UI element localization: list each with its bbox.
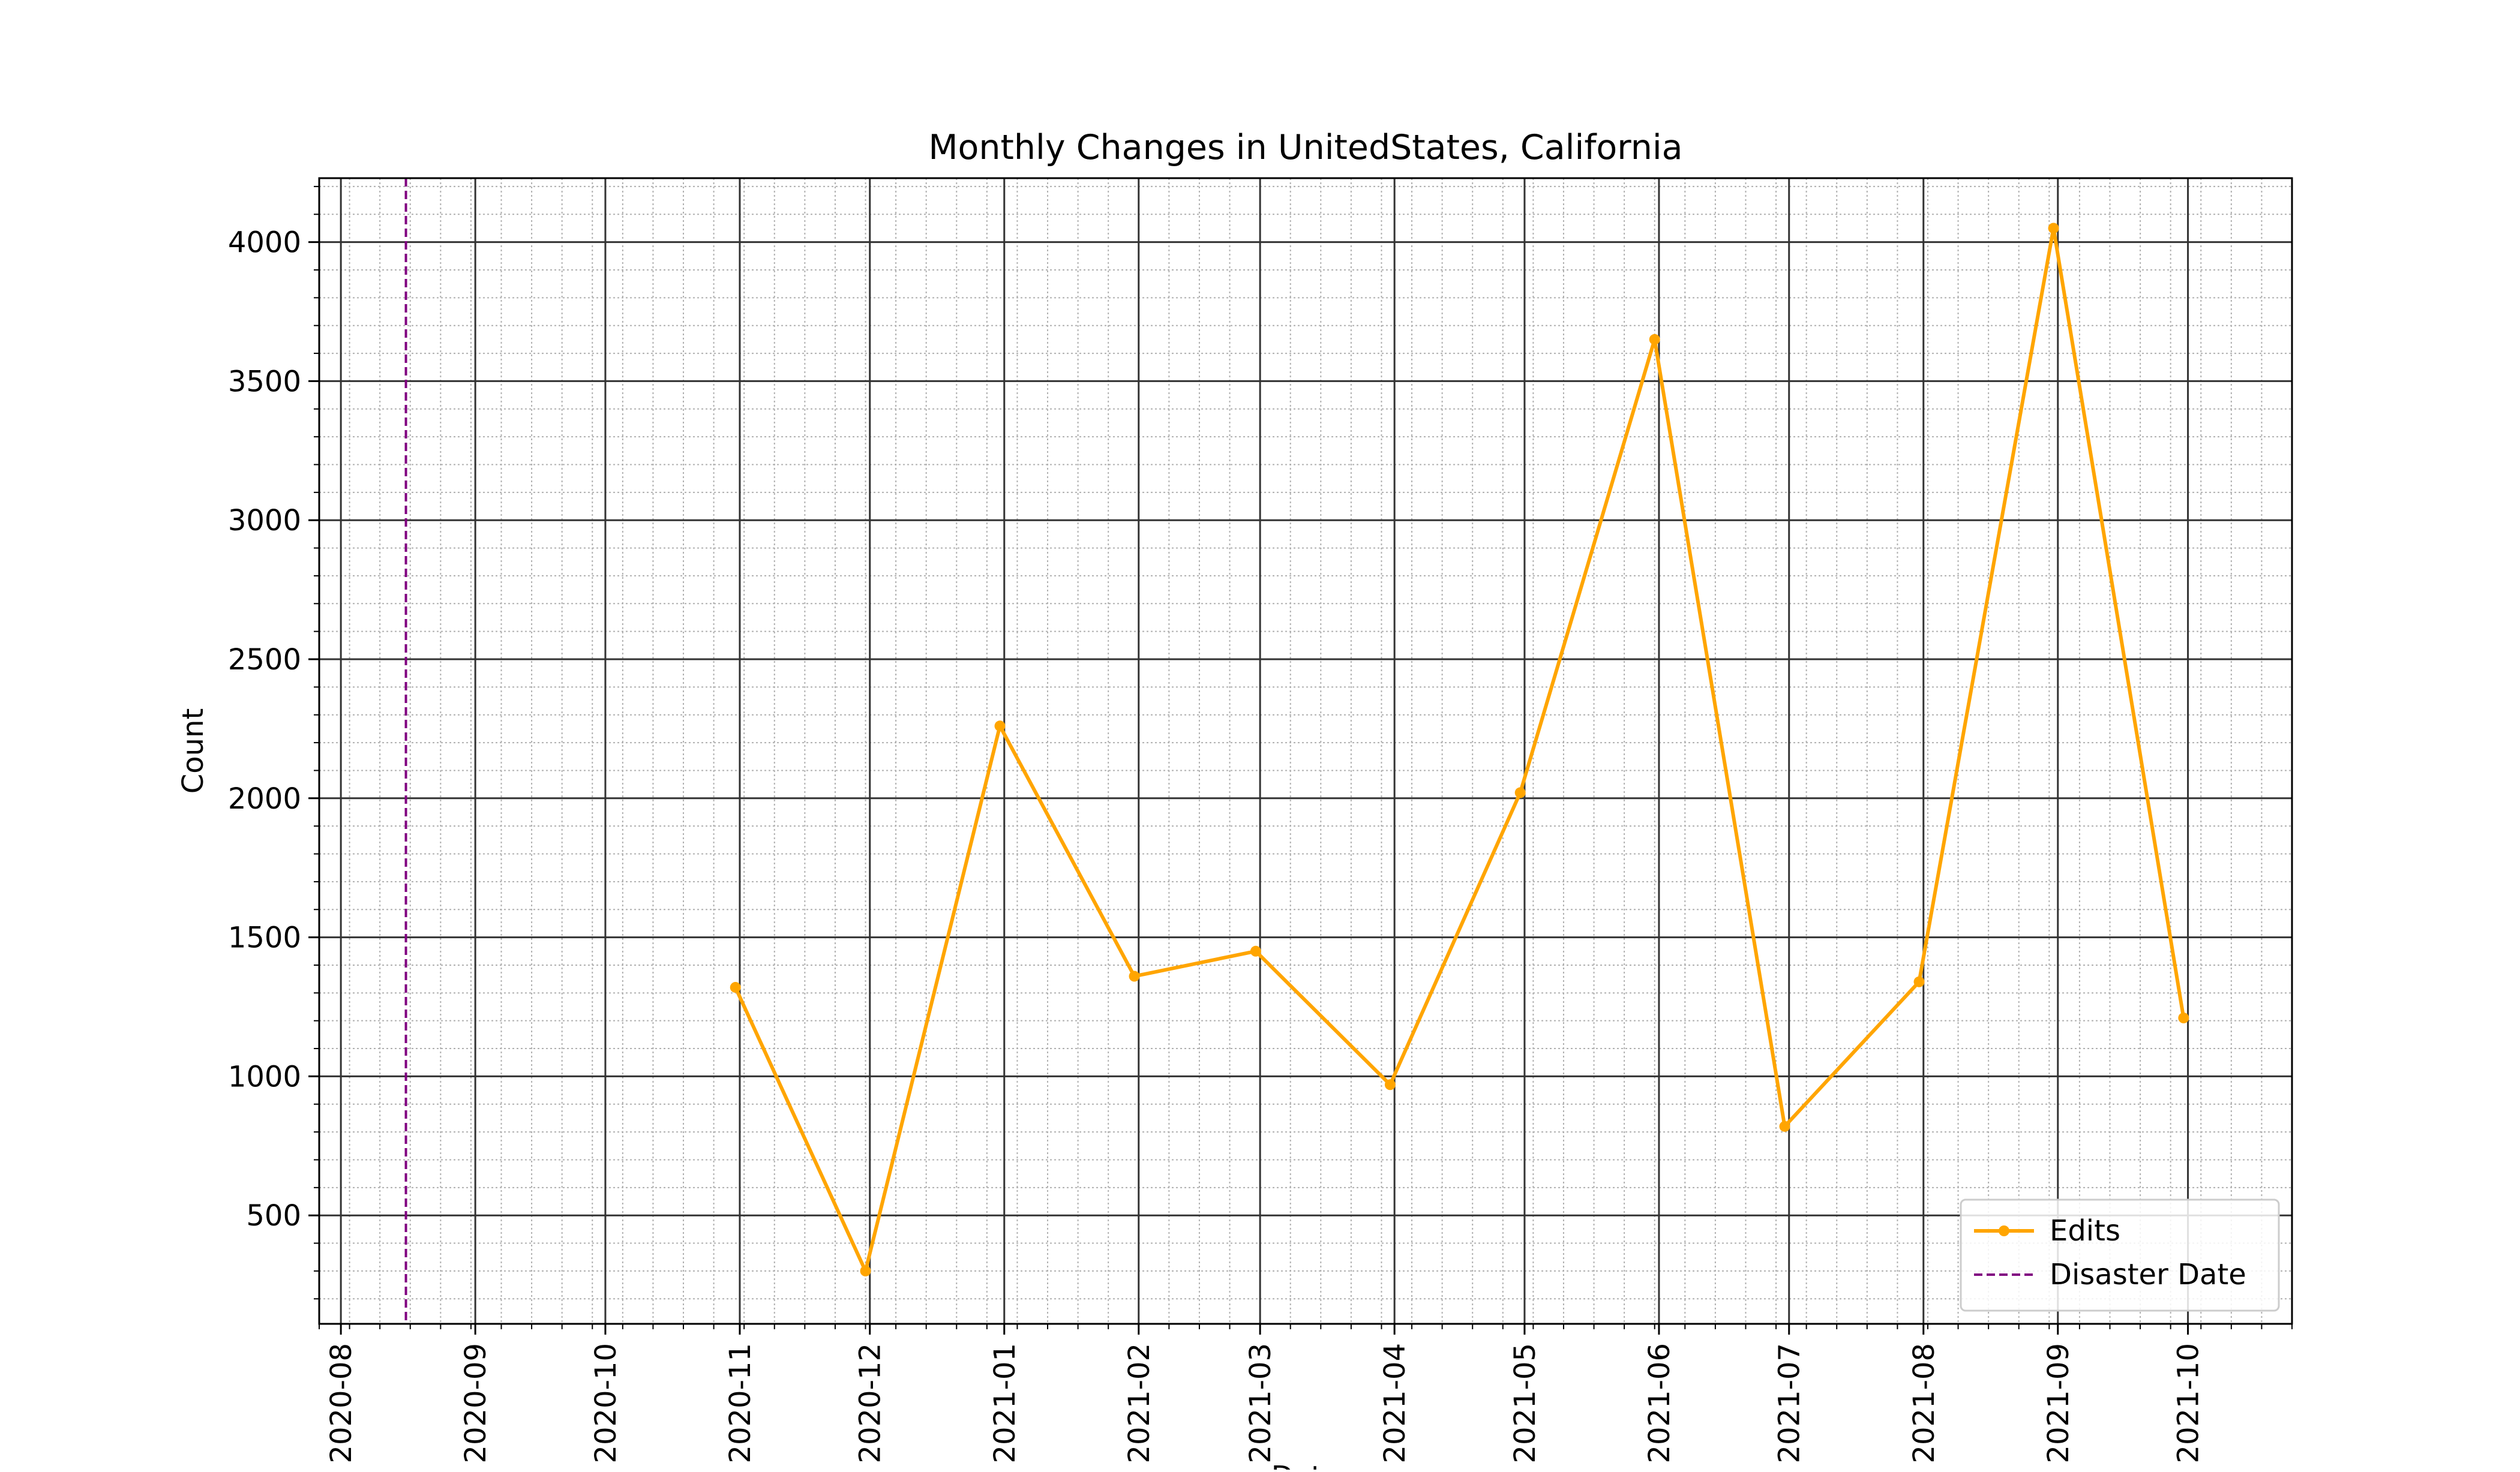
edits-data-point <box>2048 223 2059 234</box>
y-tick-label: 3500 <box>228 365 301 398</box>
y-tick-label: 4000 <box>228 226 301 260</box>
edits-data-point <box>994 720 1006 732</box>
edits-data-point <box>1129 971 1140 982</box>
edits-data-point <box>1779 1120 1790 1132</box>
edits-data-point <box>1250 945 1261 957</box>
edits-data-point <box>1384 1079 1396 1091</box>
x-tick-label: 2021-06 <box>1643 1343 1676 1464</box>
edits-data-point <box>1649 334 1660 345</box>
y-tick-label: 500 <box>246 1199 301 1233</box>
edits-data-point <box>2178 1013 2189 1024</box>
x-tick-label: 2020-08 <box>325 1343 358 1464</box>
edits-series-line <box>733 226 2186 1273</box>
y-axis-ticks: 500 1000 1500 2000 2500 3000 3500 4000 <box>228 185 319 1300</box>
x-tick-label: 2021-08 <box>1907 1343 1941 1464</box>
legend-box <box>1960 1198 2280 1312</box>
series-layer <box>730 223 2189 1276</box>
edits-data-point <box>860 1265 871 1276</box>
x-tick-label: 2021-04 <box>1378 1343 1412 1464</box>
y-axis-label: Count <box>176 708 210 794</box>
legend-disaster-label: Disaster Date <box>2050 1258 2246 1291</box>
chart-title: Monthly Changes in UnitedStates, Califor… <box>928 128 1682 167</box>
x-tick-label: 2021-05 <box>1508 1343 1542 1464</box>
x-tick-label: 2020-11 <box>724 1343 757 1464</box>
x-tick-label: 2020-09 <box>459 1343 493 1464</box>
y-tick-label: 2500 <box>228 643 301 677</box>
x-axis-label: Date <box>1271 1460 1340 1470</box>
y-tick-label: 1500 <box>228 921 301 955</box>
y-tick-label: 2000 <box>228 782 301 816</box>
plot-frame <box>318 177 2293 1325</box>
edits-data-point <box>1514 787 1526 798</box>
x-tick-label: 2021-10 <box>2172 1343 2206 1464</box>
legend: Edits Disaster Date <box>1960 1198 2280 1312</box>
x-tick-label: 2020-12 <box>854 1343 887 1464</box>
y-tick-label: 1000 <box>228 1060 301 1094</box>
x-tick-label: 2021-03 <box>1244 1343 1277 1464</box>
x-tick-label: 2021-09 <box>2042 1343 2075 1464</box>
legend-edits-marker <box>1999 1225 2009 1236</box>
x-tick-label: 2021-01 <box>988 1343 1022 1464</box>
x-tick-label: 2020-10 <box>589 1343 623 1464</box>
x-axis-ticks: 2020-08 2020-09 2020-10 2020-11 2020-12 2021-… <box>319 1324 2293 1464</box>
major-gridlines <box>319 178 2292 1324</box>
x-tick-label: 2021-02 <box>1123 1343 1156 1464</box>
y-tick-label: 3000 <box>228 504 301 537</box>
minor-gridlines <box>319 178 2293 1324</box>
x-tick-label: 2021-07 <box>1773 1343 1807 1464</box>
edits-data-point <box>1913 976 1925 987</box>
edits-data-point <box>730 982 741 993</box>
legend-edits-label: Edits <box>2050 1214 2120 1248</box>
